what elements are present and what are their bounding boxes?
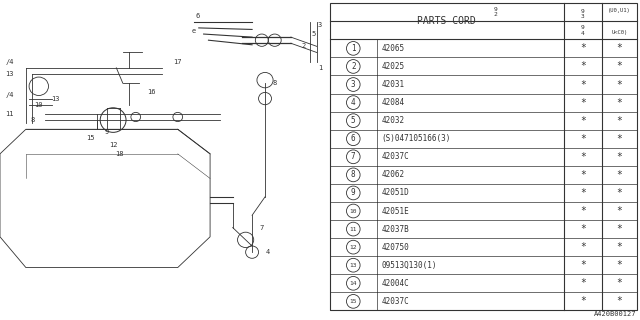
Text: *: * bbox=[580, 224, 586, 234]
Text: 13: 13 bbox=[349, 263, 357, 268]
Text: *: * bbox=[616, 278, 622, 288]
Text: 12: 12 bbox=[109, 142, 117, 148]
Text: 11: 11 bbox=[6, 111, 14, 117]
Text: /4: /4 bbox=[6, 59, 14, 65]
Text: 9: 9 bbox=[104, 129, 109, 135]
Text: 42037B: 42037B bbox=[382, 225, 410, 234]
Text: *: * bbox=[616, 44, 622, 53]
Text: *: * bbox=[580, 278, 586, 288]
Text: 2: 2 bbox=[301, 43, 306, 49]
Text: *: * bbox=[616, 98, 622, 108]
Text: *: * bbox=[580, 116, 586, 126]
Text: 42004C: 42004C bbox=[382, 279, 410, 288]
Text: *: * bbox=[616, 260, 622, 270]
Text: 8: 8 bbox=[30, 117, 35, 123]
Text: *: * bbox=[616, 116, 622, 126]
Text: *: * bbox=[616, 61, 622, 71]
Text: 42062: 42062 bbox=[382, 170, 405, 180]
Text: 7: 7 bbox=[260, 225, 264, 231]
Text: 7: 7 bbox=[351, 152, 356, 161]
Text: *: * bbox=[580, 44, 586, 53]
Text: *: * bbox=[580, 134, 586, 144]
Text: *: * bbox=[580, 98, 586, 108]
Text: 6: 6 bbox=[351, 134, 356, 143]
Text: *: * bbox=[616, 206, 622, 216]
Text: 8: 8 bbox=[273, 80, 277, 86]
Text: *: * bbox=[616, 224, 622, 234]
Text: 14: 14 bbox=[349, 281, 357, 286]
Text: 42084: 42084 bbox=[382, 98, 405, 107]
Text: *: * bbox=[580, 79, 586, 90]
Text: 09513Q130(1): 09513Q130(1) bbox=[382, 261, 437, 270]
Text: *: * bbox=[580, 152, 586, 162]
Text: 9
2: 9 2 bbox=[494, 7, 498, 17]
Text: 42051D: 42051D bbox=[382, 188, 410, 197]
Text: *: * bbox=[616, 152, 622, 162]
Text: 10: 10 bbox=[35, 102, 43, 108]
Text: 4: 4 bbox=[351, 98, 356, 107]
Text: *: * bbox=[580, 242, 586, 252]
Text: 42031: 42031 bbox=[382, 80, 405, 89]
Text: *: * bbox=[616, 188, 622, 198]
Text: (S)047105166(3): (S)047105166(3) bbox=[382, 134, 451, 143]
Text: /4: /4 bbox=[6, 92, 14, 99]
Text: 5: 5 bbox=[312, 31, 316, 37]
Text: 15: 15 bbox=[349, 299, 357, 304]
Text: 4: 4 bbox=[266, 249, 270, 255]
Text: *: * bbox=[580, 188, 586, 198]
Text: *: * bbox=[616, 296, 622, 306]
Text: *: * bbox=[616, 134, 622, 144]
Text: *: * bbox=[616, 242, 622, 252]
Text: 3: 3 bbox=[318, 22, 322, 28]
Text: 1: 1 bbox=[318, 65, 322, 71]
Text: 9
3: 9 3 bbox=[581, 9, 585, 20]
Text: 15: 15 bbox=[86, 135, 95, 141]
Text: 13: 13 bbox=[51, 96, 59, 101]
Text: 42037C: 42037C bbox=[382, 297, 410, 306]
Text: 8: 8 bbox=[351, 170, 356, 180]
Text: (U0,U1): (U0,U1) bbox=[608, 8, 631, 13]
Text: 9: 9 bbox=[351, 188, 356, 197]
Text: PARTS CORD: PARTS CORD bbox=[417, 16, 476, 26]
Text: *: * bbox=[616, 170, 622, 180]
Text: 2: 2 bbox=[351, 62, 356, 71]
Text: 6: 6 bbox=[195, 12, 199, 19]
Text: 17: 17 bbox=[173, 59, 182, 65]
Text: *: * bbox=[580, 61, 586, 71]
Text: *: * bbox=[580, 206, 586, 216]
Text: 42037C: 42037C bbox=[382, 152, 410, 161]
Text: *: * bbox=[616, 79, 622, 90]
Text: *: * bbox=[580, 296, 586, 306]
Text: 42032: 42032 bbox=[382, 116, 405, 125]
Text: 42025: 42025 bbox=[382, 62, 405, 71]
Text: 18: 18 bbox=[115, 151, 124, 157]
Text: 16: 16 bbox=[148, 89, 156, 95]
Text: 1: 1 bbox=[351, 44, 356, 53]
Text: 42065: 42065 bbox=[382, 44, 405, 53]
Text: 12: 12 bbox=[349, 245, 357, 250]
Text: 9
4: 9 4 bbox=[581, 25, 585, 36]
Text: 420750: 420750 bbox=[382, 243, 410, 252]
Text: U<C0): U<C0) bbox=[611, 30, 628, 35]
Text: 13: 13 bbox=[6, 71, 14, 77]
Text: 3: 3 bbox=[351, 80, 356, 89]
Text: A420B00127: A420B00127 bbox=[595, 311, 637, 317]
Text: 10: 10 bbox=[349, 209, 357, 213]
Text: *: * bbox=[580, 170, 586, 180]
Text: 11: 11 bbox=[349, 227, 357, 232]
Text: *: * bbox=[580, 260, 586, 270]
Text: e: e bbox=[192, 28, 196, 34]
Text: 5: 5 bbox=[351, 116, 356, 125]
Text: 42051E: 42051E bbox=[382, 206, 410, 215]
